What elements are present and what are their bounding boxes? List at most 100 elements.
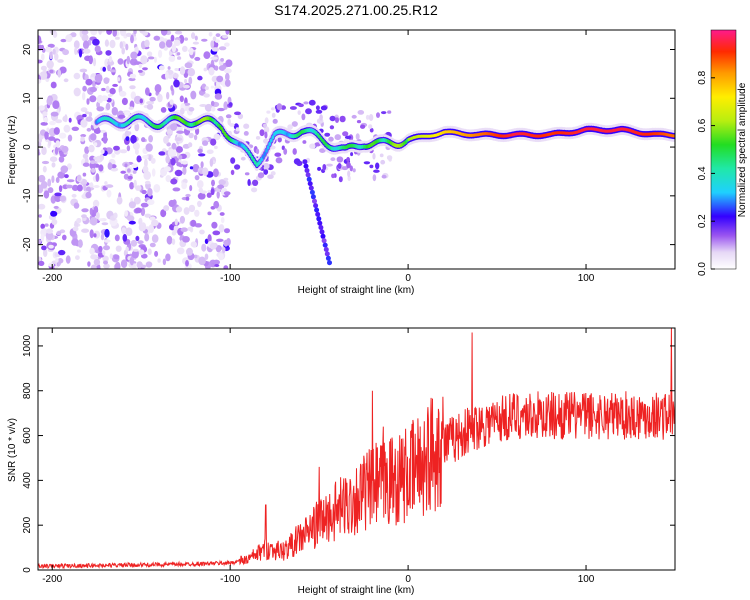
spectrogram-cell — [106, 189, 112, 198]
spectrogram-cell — [179, 215, 185, 224]
spectrogram-cell — [49, 120, 56, 126]
spectrogram-cell — [202, 140, 209, 146]
spectrogram-cell — [45, 46, 52, 53]
spectrogram-cell — [80, 134, 87, 138]
spectrogram-cell — [144, 213, 152, 218]
spectrogram-cell — [189, 185, 193, 192]
spectrogram-cell — [94, 73, 103, 83]
spectrogram-cell — [191, 32, 196, 39]
spectrogram-cell — [174, 218, 178, 226]
spectrogram-cell — [73, 202, 80, 209]
spectrogram-cell — [225, 114, 232, 119]
spectrogram-cell — [220, 217, 225, 224]
spectrogram-cell — [82, 113, 87, 118]
spectrogram-cell — [218, 179, 226, 186]
spectrogram-cell — [137, 240, 144, 245]
spectrogram-cell — [176, 130, 185, 134]
spectrogram-cell — [90, 160, 96, 165]
spectrogram-frame — [37, 29, 676, 270]
spectrogram-cell — [165, 39, 173, 48]
bottom-y-tick-label: 800 — [22, 382, 33, 399]
spectrogram-cell — [199, 104, 207, 107]
spectrogram-cell — [146, 51, 153, 57]
spectrogram-cell — [153, 35, 161, 41]
spectrogram-cell — [40, 233, 45, 242]
spectrogram-cell — [103, 77, 110, 84]
spectrogram-cell — [187, 142, 193, 148]
spectrogram-cell — [194, 175, 200, 181]
spectrogram-cell — [55, 258, 59, 263]
spectrogram-cell — [186, 247, 193, 256]
spectrogram-cell — [78, 48, 83, 58]
spectrogram-cell — [315, 211, 321, 217]
spectrogram-cell — [87, 261, 91, 267]
spectrogram-cell — [171, 230, 177, 236]
spectrogram-cell — [93, 233, 97, 238]
spectrogram-cell — [107, 64, 111, 72]
spectrogram-cell — [213, 133, 221, 141]
spectrogram-cell — [319, 148, 326, 154]
spectrogram-cell — [130, 34, 134, 44]
spectrogram-cell — [175, 137, 183, 142]
spectrogram-cell — [224, 42, 230, 47]
spectrogram-cell — [129, 85, 136, 90]
spectrogram-cell — [95, 212, 100, 220]
spectrogram-cell — [167, 133, 171, 139]
spectrogram-cell — [109, 39, 116, 49]
spectrogram-cell — [365, 114, 370, 120]
spectrogram-cell — [54, 265, 58, 269]
spectrogram-cell — [108, 56, 113, 63]
bottom-y-tick-label: 400 — [22, 472, 33, 489]
spectrogram-cell — [187, 226, 193, 231]
spectrogram-cell — [206, 192, 212, 198]
spectrogram-cell — [386, 155, 393, 161]
colorbar-tick-label: 0.6 — [697, 118, 708, 132]
spectrogram-cell — [127, 175, 133, 180]
top-y-tick-label: 20 — [22, 44, 33, 56]
spectrogram-cell — [369, 164, 374, 169]
spectrogram-cell — [38, 174, 46, 183]
spectrogram-cell — [140, 202, 149, 208]
spectrogram-cell — [174, 169, 183, 177]
spectrogram-cell — [138, 249, 145, 255]
spectrogram-cell — [40, 122, 48, 126]
spectrogram-cell — [107, 60, 115, 66]
spectrogram-cell — [291, 121, 298, 127]
spectrogram-cell — [48, 244, 54, 249]
spectrogram-cell — [48, 136, 56, 141]
spectrogram-cell — [145, 87, 150, 96]
spectrogram-cell — [342, 131, 349, 137]
spectrogram-cell — [49, 69, 54, 74]
spectrogram-cell — [221, 245, 226, 254]
spectrogram-cell — [52, 48, 56, 55]
spectrogram-cell — [172, 73, 179, 79]
spectrogram-cell — [121, 47, 125, 55]
spectrogram-cell — [119, 41, 124, 49]
spectrogram-cell — [223, 101, 228, 110]
spectrogram-cell — [134, 148, 139, 155]
spectrogram-cell — [79, 68, 88, 73]
spectrogram-cell — [234, 111, 241, 116]
spectrogram-cell — [49, 50, 53, 60]
spectrogram-cell — [59, 195, 67, 202]
spectrogram-cell — [319, 114, 323, 121]
spectrogram-cell — [183, 207, 190, 215]
spectrogram-cell — [338, 176, 343, 183]
spectrogram-cell — [98, 164, 104, 172]
spectrogram-cell — [129, 73, 137, 79]
spectrogram-cell — [212, 168, 219, 178]
colorbar-tick-label: 0.4 — [697, 166, 708, 180]
spectrogram-cell — [88, 111, 93, 118]
spectrogram-cell — [197, 192, 206, 200]
spectrogram-cell — [60, 165, 69, 174]
spectrogram-cell — [315, 105, 320, 111]
spectrogram-cell — [91, 167, 96, 173]
colorbar-tick-label: 0.2 — [697, 214, 708, 228]
spectrogram-cell — [81, 214, 87, 219]
spectrogram-cell — [224, 68, 232, 74]
spectrogram-cell — [135, 185, 142, 191]
top-y-tick-label: 0 — [22, 144, 33, 150]
spectrogram-cell — [203, 67, 208, 72]
spectrogram-cell — [176, 146, 183, 153]
